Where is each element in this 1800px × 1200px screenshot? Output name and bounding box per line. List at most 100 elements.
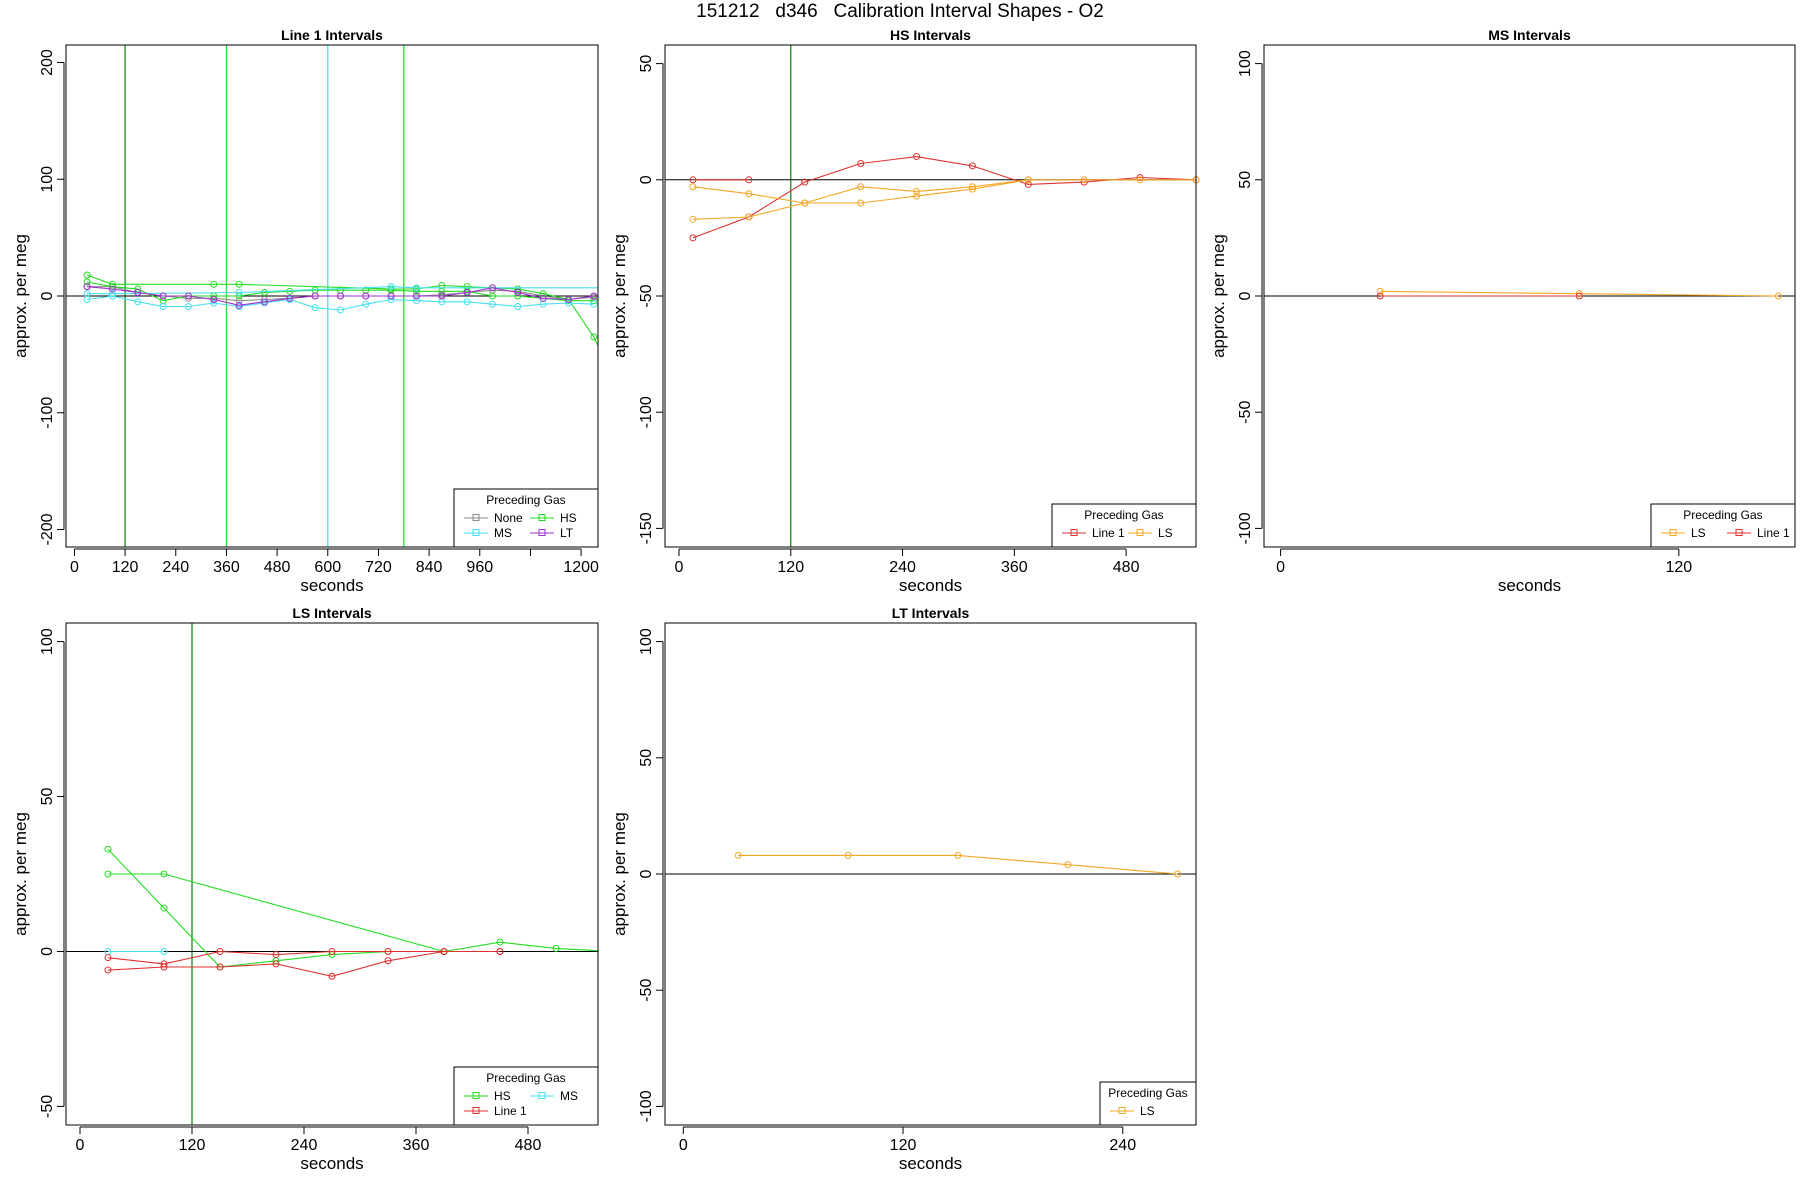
- data-point: [272, 960, 280, 968]
- data-point: [362, 292, 370, 300]
- data-point: [968, 183, 976, 191]
- data-point: [463, 298, 471, 306]
- y-tick-label: 100: [39, 166, 56, 193]
- data-point: [801, 199, 809, 207]
- legend-swatch-marker: [1669, 529, 1677, 536]
- data-point: [689, 176, 697, 184]
- data-point: [184, 303, 192, 311]
- x-axis-label: seconds: [300, 1154, 363, 1173]
- data-point: [590, 300, 598, 308]
- legend-title: Preceding Gas: [1683, 508, 1762, 522]
- data-point: [689, 215, 697, 223]
- data-point: [913, 187, 921, 195]
- data-point: [384, 947, 392, 955]
- data-point: [216, 947, 224, 955]
- x-tick-label: 0: [70, 559, 79, 576]
- x-axis-label: seconds: [899, 1154, 962, 1173]
- data-point: [412, 284, 420, 292]
- y-tick-label: -200: [39, 513, 56, 545]
- data-point: [336, 292, 344, 300]
- legend-swatch-marker: [1735, 529, 1743, 536]
- data-point: [801, 178, 809, 186]
- x-axis-label: seconds: [1498, 576, 1561, 595]
- x-tick-label: 480: [515, 1137, 542, 1154]
- x-tick-label: 0: [675, 559, 684, 576]
- data-point: [857, 160, 865, 168]
- data-point: [311, 292, 319, 300]
- series-line-hs: [86, 281, 594, 302]
- y-tick-label: 100: [39, 628, 56, 655]
- y-tick-label: 0: [39, 291, 56, 300]
- legend-entry-label: MS: [560, 1089, 578, 1103]
- chart-panel-4: LS Intervals 0 120 240 360 480 seconds -50 0 50 10…: [11, 605, 599, 1173]
- y-tick-label: 50: [1237, 171, 1254, 189]
- data-point: [362, 300, 370, 308]
- y-axis-label: approx. per meg: [11, 812, 30, 936]
- y-tick-label: -100: [1237, 512, 1254, 544]
- x-tick-label: 120: [179, 1137, 206, 1154]
- x-tick-label: 480: [264, 559, 291, 576]
- data-point: [311, 304, 319, 312]
- plot-frame: [65, 622, 599, 1126]
- legend-swatch-marker: [1070, 529, 1078, 536]
- data-point: [210, 296, 218, 304]
- data-point: [83, 290, 91, 298]
- y-tick-label: 50: [638, 749, 655, 767]
- y-tick-label: 100: [638, 628, 655, 655]
- x-tick-label: 840: [416, 559, 443, 576]
- x-tick-label: 240: [889, 559, 916, 576]
- data-point: [440, 947, 448, 955]
- chart-panel-3: MS Intervals 0 120 seconds -100 -50 0 50 100 appr…: [1209, 27, 1796, 595]
- legend-entry-label: Line 1: [494, 1104, 527, 1118]
- data-point: [539, 290, 547, 298]
- data-point: [514, 288, 522, 296]
- data-point: [463, 288, 471, 296]
- data-point: [564, 296, 572, 304]
- data-point: [134, 298, 142, 306]
- data-point: [387, 292, 395, 300]
- data-point: [438, 292, 446, 300]
- x-tick-label: 0: [679, 1137, 688, 1154]
- y-tick-label: -50: [39, 1095, 56, 1118]
- data-point: [689, 234, 697, 242]
- data-point: [844, 851, 852, 859]
- x-tick-label: 960: [466, 559, 493, 576]
- x-tick-label: 360: [213, 559, 240, 576]
- y-tick-label: 200: [39, 49, 56, 76]
- legend-entry-label: LT: [560, 526, 574, 540]
- data-point: [160, 963, 168, 971]
- y-tick-label: 100: [1237, 50, 1254, 77]
- y-tick-label: 0: [39, 947, 56, 956]
- data-point: [968, 185, 976, 193]
- data-point: [514, 303, 522, 311]
- data-point: [1080, 176, 1088, 184]
- x-tick-label: 480: [1113, 559, 1140, 576]
- data-point: [235, 280, 243, 288]
- y-tick-label: 0: [638, 175, 655, 184]
- chart-panel-2: HS Intervals 0 120 240 360 480 seconds -150 -100…: [610, 27, 1200, 595]
- y-tick-label: -100: [638, 396, 655, 428]
- x-tick-label: 240: [291, 1137, 318, 1154]
- panel-title: Line 1 Intervals: [281, 27, 383, 43]
- figure-title: 151212 d346 Calibration Interval Shapes …: [696, 1, 1104, 22]
- y-tick-label: -50: [1237, 401, 1254, 424]
- x-tick-label: 360: [403, 1137, 430, 1154]
- data-point: [1136, 173, 1144, 181]
- data-point: [552, 944, 560, 952]
- legend-swatch-marker: [538, 514, 546, 521]
- y-tick-label: 0: [1237, 291, 1254, 300]
- x-tick-label: 1200: [563, 559, 599, 576]
- data-point: [286, 294, 294, 302]
- data-point: [83, 283, 91, 291]
- data-point: [160, 870, 168, 878]
- legend-swatch-marker: [472, 514, 480, 521]
- panel-title: HS Intervals: [890, 27, 971, 43]
- data-point: [590, 292, 598, 300]
- data-point: [745, 213, 753, 221]
- data-point: [496, 938, 504, 946]
- x-tick-label: 720: [365, 559, 392, 576]
- data-point: [954, 851, 962, 859]
- data-point: [539, 294, 547, 302]
- series-line-ls: [1380, 290, 1779, 297]
